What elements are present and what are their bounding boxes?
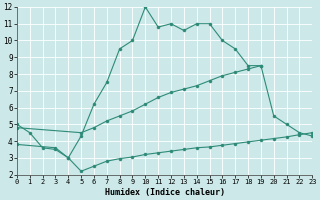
X-axis label: Humidex (Indice chaleur): Humidex (Indice chaleur)	[105, 188, 225, 197]
